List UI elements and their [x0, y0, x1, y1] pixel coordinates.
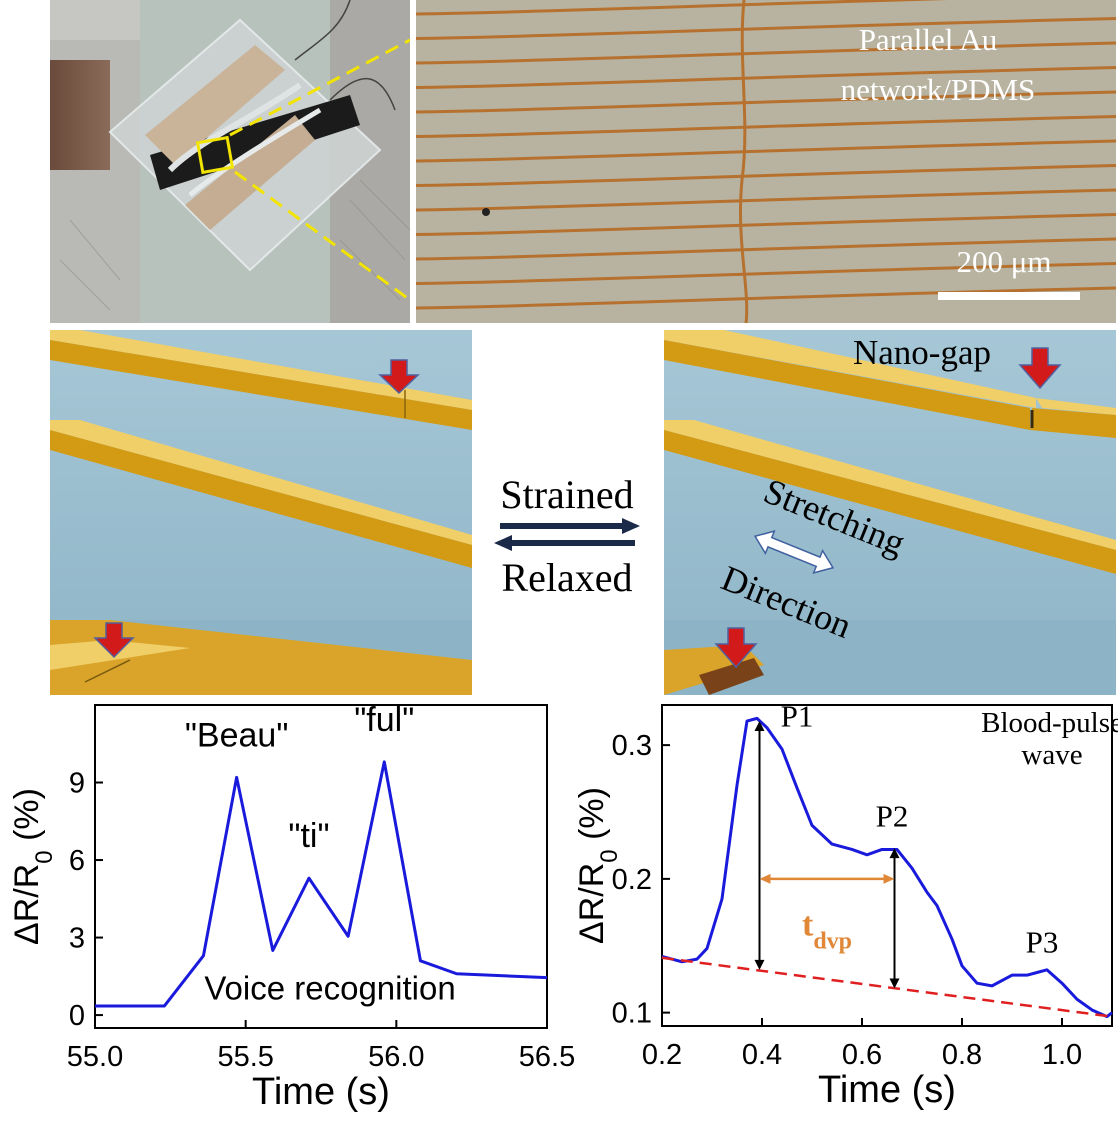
y-tick-label: 0.2 [612, 864, 652, 896]
peak-label: P1 [781, 700, 814, 733]
y-tick-label: 0 [69, 1000, 85, 1032]
electrode-left [145, 45, 285, 165]
scale-bar [938, 292, 1080, 300]
y-tick-label: 3 [69, 923, 85, 955]
micrograph: Parallel Au network/PDMS 200 μm [416, 0, 1116, 323]
micrograph-label-line1: Parallel Au [859, 22, 998, 57]
crack-line [739, 0, 749, 323]
device-photo [50, 0, 410, 323]
y-tick-label: 9 [69, 768, 85, 800]
micro-wire [416, 66, 1116, 89]
series-line [95, 760, 548, 1008]
peak-label: "ful" [354, 701, 414, 739]
schematic-strained: Nano-gap Stretching Direction [664, 330, 1116, 695]
x-axis-label: Time (s) [252, 1071, 390, 1113]
chart-caption: Blood-pulse [981, 707, 1118, 739]
gold-wire-middle [50, 430, 472, 568]
micro-wire [416, 90, 1116, 114]
left-arrow-icon [494, 535, 635, 551]
micro-wire [416, 41, 1116, 65]
micro-wire [416, 17, 1116, 40]
micro-wire [416, 188, 1116, 212]
plot-frame [661, 704, 1113, 1027]
x-tick-label: 0.4 [742, 1039, 782, 1071]
micro-wire [416, 213, 1116, 236]
x-tick-label: 55.0 [67, 1041, 123, 1073]
micro-wire [416, 237, 1116, 261]
micro-wire [416, 115, 1116, 138]
double-arrow-icon [753, 530, 835, 574]
y-tick-label: 0.3 [612, 730, 652, 762]
voice-chart: 55.0 55.5 56.0 56.5 0 3 6 9 Time (s) ΔR/R0 (%) "Be… [8, 701, 575, 1113]
nano-gap-crack [699, 658, 764, 695]
x-tick-label: 55.5 [217, 1041, 273, 1073]
electrode-right [185, 115, 315, 230]
x-tick-label: 0.6 [842, 1039, 882, 1071]
red-arrow-icon [714, 627, 758, 669]
micrograph-label-line2: network/PDMS [841, 72, 1036, 107]
peak-label: P3 [1026, 924, 1059, 959]
zoom-guide-top [229, 38, 410, 137]
p2-amplitude-arrow-head-top [889, 848, 900, 859]
x-axis-label: Time (s) [818, 1069, 956, 1111]
tdvp-arrow-head-right [883, 873, 895, 884]
dust-particle [482, 208, 490, 216]
x-tick-label: 56.0 [368, 1041, 424, 1073]
strain-switch: Strained Relaxed [494, 472, 640, 600]
y-tick-label: 0.1 [612, 998, 652, 1030]
wooden-block [50, 60, 110, 170]
baseline-line [661, 956, 1113, 1018]
tdvp-arrow-head-left [759, 873, 771, 884]
micro-wire [416, 0, 947, 16]
p2-amplitude-arrow-head-bottom [889, 978, 900, 989]
gold-wire-middle [664, 430, 1116, 574]
zoom-guide-bottom [234, 170, 410, 302]
gold-wire-top [50, 340, 472, 430]
right-arrow-icon [500, 518, 640, 534]
peak-label: "ti" [288, 817, 329, 855]
p1-amplitude-arrow-head-bottom [754, 959, 765, 970]
micro-wire [416, 262, 1116, 285]
strained-label: Strained [500, 472, 633, 517]
scale-bar-label: 200 μm [957, 244, 1052, 279]
peak-label: P2 [876, 799, 909, 834]
y-tick-label: 6 [69, 845, 85, 877]
chart-caption: Voice recognition [204, 970, 455, 1007]
peak-label: "Beau" [185, 716, 289, 754]
micro-wire [416, 139, 1116, 163]
y-axis-label: ΔR/R0 (%) [8, 788, 58, 945]
x-tick-label: 56.5 [519, 1041, 575, 1073]
relaxed-label: Relaxed [501, 555, 632, 600]
schematic-relaxed [50, 330, 472, 695]
x-tick-label: 0.8 [942, 1039, 982, 1071]
tdvp-label: tdvp [802, 907, 852, 955]
p1-amplitude-arrow-head-top [754, 721, 765, 732]
nano-gap-label: Nano-gap [853, 333, 991, 372]
x-tick-label: 0.2 [642, 1039, 682, 1071]
plot-frame [94, 704, 548, 1029]
red-arrow-icon [1018, 347, 1062, 390]
red-arrow-icon [93, 622, 135, 659]
red-arrow-icon [378, 359, 420, 395]
chart-caption: wave [1021, 739, 1082, 771]
gold-wire-top [664, 340, 1030, 430]
micro-wire [416, 164, 1116, 187]
zoom-box [195, 135, 235, 175]
series-line [661, 716, 1113, 1019]
x-tick-label: 1.0 [1042, 1039, 1082, 1071]
